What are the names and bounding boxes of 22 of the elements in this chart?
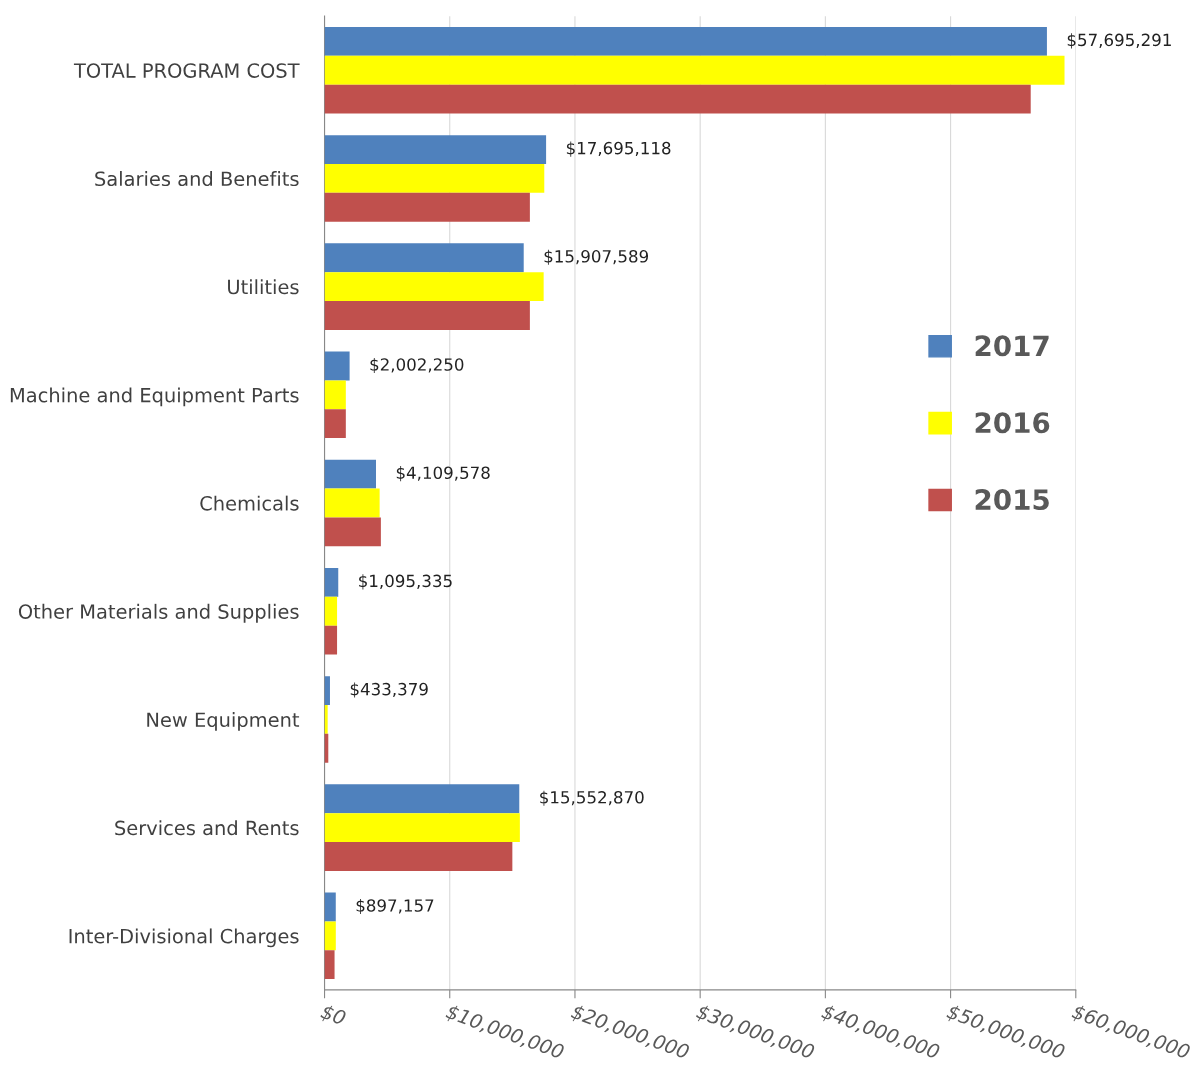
data-label: $4,109,578	[396, 466, 490, 482]
data-label: $433,379	[350, 682, 428, 698]
legend-label: 2017	[975, 335, 1049, 357]
data-label: $15,552,870	[540, 790, 644, 806]
y-tick-label: Machine and Equipment Parts	[10, 387, 299, 407]
y-tick-label: Salaries and Benefits	[95, 171, 299, 187]
y-tick-label: New Equipment	[147, 712, 300, 731]
y-tick-label: Inter-Divisional Charges	[69, 928, 299, 948]
y-tick-label: Services and Rents	[115, 820, 299, 836]
legend-label: 2015	[975, 489, 1049, 511]
x-tick-label: $0	[319, 1003, 347, 1028]
data-label: $57,695,291	[1067, 33, 1171, 49]
y-tick-label: Other Materials and Supplies	[18, 603, 299, 623]
y-tick-label: Utilities	[228, 279, 299, 295]
y-tick-label: TOTAL PROGRAM COST	[73, 63, 300, 78]
data-label: $15,907,589	[544, 249, 649, 265]
legend-label: 2016	[975, 412, 1050, 434]
y-tick-label: Chemicals	[200, 495, 299, 511]
data-label: $2,002,250	[370, 357, 464, 374]
data-label: $17,695,118	[566, 141, 671, 157]
data-label: $897,157	[356, 898, 434, 915]
data-label: $1,095,335	[359, 574, 452, 590]
